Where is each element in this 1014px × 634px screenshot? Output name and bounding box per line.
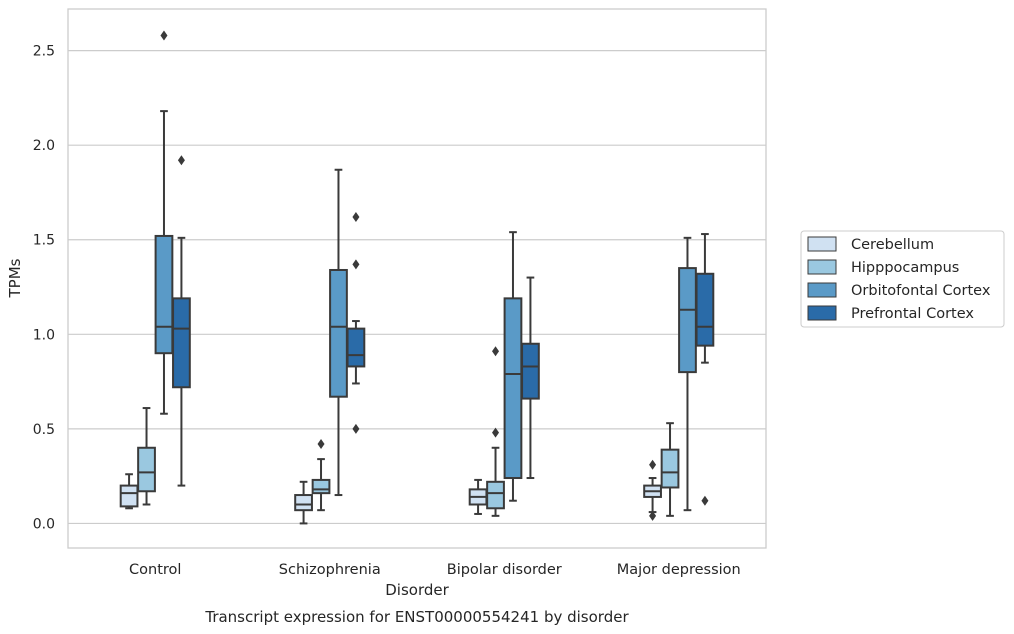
outlier-point — [352, 259, 360, 270]
outlier-point — [492, 346, 500, 357]
y-tick-label: 2.0 — [33, 138, 55, 154]
box-orbitofontal-cortex — [503, 231, 523, 502]
box-cerebellum — [294, 480, 313, 525]
box-hipppocampus — [486, 346, 505, 517]
outlier-point — [649, 459, 657, 470]
box-iqr — [678, 267, 697, 374]
x-tick-label: Schizophrenia — [279, 562, 381, 578]
x-tick-label: Bipolar disorder — [447, 562, 562, 578]
box-iqr — [137, 446, 156, 493]
plot-frame — [67, 8, 767, 549]
chart-caption: Transcript expression for ENST0000055424… — [204, 608, 629, 626]
box-iqr — [486, 480, 505, 510]
legend: Cerebellum Hipppocampus Orbitofontal Corte… — [800, 230, 1005, 328]
x-tick-label: Major depression — [617, 562, 741, 578]
y-tick-label: 0.0 — [33, 516, 55, 532]
y-tick-label: 1.5 — [33, 233, 55, 249]
y-tick-label: 0.5 — [33, 422, 55, 438]
box-iqr — [329, 268, 348, 398]
legend-swatch — [807, 282, 837, 298]
legend-label: Prefrontal Cortex — [851, 306, 974, 322]
box-orbitofontal-cortex — [678, 236, 697, 512]
legend-label: Hipppocampus — [851, 260, 959, 276]
legend-label: Orbitofontal Cortex — [851, 283, 991, 299]
box-cerebellum — [643, 459, 662, 521]
outlier-point — [160, 30, 168, 41]
outlier-point — [317, 438, 325, 449]
box-prefrontal-cortex — [346, 212, 366, 434]
box-prefrontal-cortex — [695, 233, 715, 506]
box-hipppocampus — [311, 438, 331, 512]
boxes — [119, 30, 715, 525]
legend-swatch — [807, 236, 837, 252]
x-tick-label: Control — [129, 562, 181, 578]
box-orbitofontal-cortex — [154, 30, 174, 415]
y-tick-label: 2.5 — [33, 44, 55, 60]
outlier-point — [352, 423, 360, 434]
box-iqr — [294, 494, 313, 512]
y-axis-label: TPMs — [6, 258, 24, 298]
box-iqr — [695, 272, 715, 347]
outlier-point — [649, 510, 657, 521]
outlier-point — [352, 212, 360, 223]
box-cerebellum — [468, 478, 488, 515]
x-axis-ticks: Control Schizophrenia Bipolar disorder Majo… — [129, 562, 741, 578]
box-iqr — [119, 484, 139, 508]
box-iqr — [172, 297, 191, 389]
outlier-point — [492, 427, 500, 438]
legend-swatch — [807, 259, 837, 275]
box-hipppocampus — [137, 407, 156, 506]
box-iqr — [154, 234, 174, 355]
box-iqr — [660, 448, 680, 489]
box-prefrontal-cortex — [172, 155, 191, 487]
y-axis-ticks: 0.0 0.5 1.0 1.5 2.0 2.5 — [33, 44, 55, 533]
box-iqr — [311, 478, 331, 495]
legend-label: Cerebellum — [851, 237, 934, 253]
box-iqr — [521, 342, 540, 400]
box-cerebellum — [119, 473, 139, 510]
legend-frame — [800, 230, 1005, 328]
y-tick-label: 1.0 — [33, 327, 55, 343]
outlier-point — [701, 495, 709, 506]
legend-swatch — [807, 305, 837, 321]
box-prefrontal-cortex — [521, 276, 540, 480]
box-hipppocampus — [660, 422, 680, 517]
box-iqr — [346, 327, 366, 368]
box-iqr — [503, 297, 523, 480]
outlier-point — [177, 155, 185, 166]
x-axis-label: Disorder — [385, 581, 449, 599]
box-orbitofontal-cortex — [329, 168, 348, 497]
